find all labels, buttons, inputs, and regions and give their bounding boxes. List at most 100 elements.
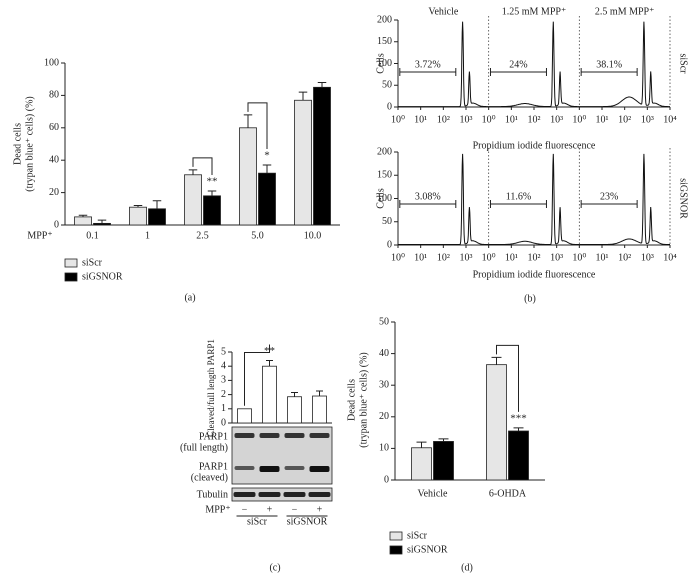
x-tick-label: 10³	[550, 114, 563, 125]
y-tick-label: 100	[377, 58, 392, 69]
error-bar	[188, 169, 198, 175]
y-tick-label: 150	[377, 170, 392, 181]
bar	[262, 365, 277, 424]
blot-band	[283, 492, 306, 497]
gate-label: 3.72%	[415, 59, 441, 70]
legend-swatch	[64, 258, 78, 268]
gate	[399, 200, 457, 208]
bar	[237, 408, 252, 424]
blot-band	[309, 433, 330, 438]
bar	[148, 208, 166, 226]
x-tick-label: 10⁰	[572, 114, 586, 125]
y-tick-label: 200	[377, 14, 392, 25]
error-bar	[316, 390, 323, 397]
bar	[287, 396, 302, 424]
blot-band	[284, 466, 305, 470]
blot	[231, 487, 333, 502]
y-tick-label: 100	[44, 57, 59, 68]
y-tick-label: 40	[379, 348, 389, 359]
bar	[313, 86, 331, 226]
x-tick-label: 10¹	[505, 252, 518, 263]
x-tick-label: 10³	[460, 114, 473, 125]
legend-label: siScr	[407, 530, 428, 541]
blot-label: PARP1	[199, 431, 228, 442]
bar	[312, 395, 327, 424]
gate-label: 23%	[600, 191, 618, 202]
panel-label: (a)	[184, 292, 195, 303]
blot-label: (full length)	[180, 442, 228, 453]
error-bar	[491, 356, 502, 365]
y-tick-label: 60	[49, 122, 59, 133]
x-tick-label: −	[242, 504, 248, 515]
y-tick-label: 0	[387, 101, 392, 112]
error-bar	[207, 190, 217, 196]
y-tick-label: 200	[377, 146, 392, 157]
y-tick-label: 150	[377, 36, 392, 47]
y-axis-label: (trypan blue⁺ cells) (%)	[358, 352, 369, 448]
bar	[294, 99, 312, 226]
y-tick-label: 10	[379, 443, 389, 454]
error-bar	[438, 438, 449, 442]
error-bar	[243, 114, 253, 128]
error-bar	[317, 81, 327, 88]
legend-swatch	[64, 272, 78, 282]
group-label: siGSNOR	[287, 516, 328, 527]
histogram-curve	[398, 21, 489, 108]
y-tick-label: 50	[382, 80, 392, 91]
y-tick-label: 0	[387, 239, 392, 250]
group-label: siScr	[247, 516, 268, 527]
histogram-curve	[579, 153, 670, 245]
blot-band	[234, 433, 255, 438]
error-bar	[97, 219, 107, 224]
x-tick-label: 10⁰	[391, 114, 405, 125]
x-tick-label: 10.0	[304, 230, 322, 241]
legend-label: siGSNOR	[82, 271, 123, 282]
x-tick-label: 10¹	[596, 252, 609, 263]
x-tick-label: 10⁰	[482, 252, 496, 263]
condition-label: 2.5 mM MPP⁺	[595, 6, 654, 17]
gate-label: 3.08%	[415, 191, 441, 202]
y-tick-label: 30	[379, 379, 389, 390]
x-tick-label: 10²	[618, 114, 631, 125]
x-tick-label: Vehicle	[418, 488, 449, 499]
y-tick-label: 40	[49, 154, 59, 165]
blot-band	[258, 492, 281, 497]
blot-band	[309, 466, 330, 472]
x-axis-label: MPP⁺	[205, 504, 230, 515]
y-tick-label: 50	[382, 216, 392, 227]
x-tick-label: +	[317, 504, 323, 515]
y-axis-label: Cells	[375, 188, 386, 209]
condition-label: Vehicle	[428, 6, 459, 17]
error-bar	[298, 91, 308, 101]
blot-label: PARP1	[199, 461, 228, 472]
histogram-curve	[579, 21, 670, 108]
y-tick-label: 20	[49, 187, 59, 198]
significance-bracket	[496, 344, 519, 412]
error-bar	[152, 200, 162, 209]
blot-label: Tubulin	[197, 489, 228, 500]
x-tick-label: 10²	[528, 114, 541, 125]
bar	[508, 430, 529, 481]
x-tick-label: 10²	[437, 252, 450, 263]
x-tick-label: 10²	[528, 252, 541, 263]
x-tick-label: 10⁰	[391, 252, 405, 263]
panel-label: (b)	[524, 293, 536, 304]
y-axis-label: (trypan blue⁺ cells) (%)	[24, 96, 35, 192]
x-tick-label: 10³	[641, 252, 654, 263]
legend-swatch	[389, 545, 403, 555]
panel-label: (c)	[269, 562, 280, 573]
gate	[580, 200, 638, 208]
x-tick-label: 10⁴	[663, 114, 677, 125]
error-bar	[78, 214, 88, 217]
bar	[203, 195, 221, 226]
bar	[129, 206, 147, 226]
y-tick-label: 80	[49, 90, 59, 101]
significance-mark: *	[264, 150, 270, 162]
gate-label: 38.1%	[596, 59, 622, 70]
panel-label: (d)	[461, 562, 473, 573]
y-axis-label: Dead cells	[346, 379, 357, 421]
y-tick-label: 1	[221, 403, 226, 414]
error-bar	[513, 427, 524, 432]
x-tick-label: 10⁰	[572, 252, 586, 263]
